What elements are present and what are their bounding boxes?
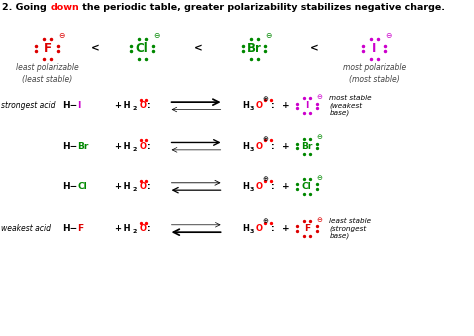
Text: <: < — [310, 44, 319, 54]
Text: (most stable): (most stable) — [349, 75, 400, 84]
Text: weakest acid: weakest acid — [1, 224, 51, 233]
Text: 3: 3 — [249, 187, 254, 192]
Text: :: : — [271, 182, 274, 191]
Text: 3: 3 — [249, 147, 254, 152]
Text: 2. Going: 2. Going — [2, 3, 51, 12]
Text: +: + — [282, 142, 290, 151]
Text: :: : — [147, 101, 151, 110]
Text: 2: 2 — [132, 147, 137, 152]
Text: Br: Br — [77, 142, 89, 151]
Text: ⊕: ⊕ — [263, 136, 268, 142]
Text: ⊖: ⊖ — [385, 31, 392, 40]
Text: H−: H− — [62, 101, 77, 110]
Text: 3: 3 — [249, 107, 254, 111]
Text: :: : — [147, 142, 151, 151]
Text: +: + — [282, 182, 290, 191]
Text: O: O — [256, 182, 263, 191]
Text: least stable
(strongest
base): least stable (strongest base) — [329, 218, 372, 239]
Text: O: O — [256, 224, 263, 233]
Text: ⊕: ⊕ — [263, 96, 268, 102]
Text: :: : — [147, 182, 151, 191]
Text: O: O — [139, 182, 146, 191]
Text: ⊖: ⊖ — [265, 31, 272, 40]
Text: H−: H− — [62, 182, 77, 191]
Text: <: < — [91, 44, 99, 54]
Text: :: : — [271, 142, 274, 151]
Text: I: I — [77, 101, 81, 110]
Text: Cl: Cl — [302, 182, 312, 191]
Text: most polarizable: most polarizable — [343, 63, 406, 72]
Text: ⊖: ⊖ — [316, 134, 322, 140]
Text: Cl: Cl — [136, 42, 148, 55]
Text: H−: H− — [62, 224, 77, 233]
Text: +: + — [282, 224, 290, 233]
Text: most stable
(weakest
base): most stable (weakest base) — [329, 95, 372, 116]
Text: + H: + H — [115, 182, 130, 191]
Text: 2: 2 — [132, 229, 137, 234]
Text: ⊖: ⊖ — [316, 94, 322, 100]
Text: Br: Br — [301, 142, 312, 151]
Text: F: F — [44, 42, 51, 55]
Text: I: I — [372, 42, 376, 55]
Text: least polarizable: least polarizable — [16, 63, 79, 72]
Text: I: I — [305, 101, 309, 110]
Text: 2: 2 — [132, 187, 137, 192]
Text: H: H — [242, 182, 249, 191]
Text: :: : — [271, 224, 274, 233]
Text: O: O — [139, 101, 146, 110]
Text: ⊕: ⊕ — [263, 218, 268, 224]
Text: strongest acid: strongest acid — [1, 101, 55, 110]
Text: the periodic table, greater polarizability stabilizes negative charge.: the periodic table, greater polarizabili… — [79, 3, 445, 12]
Text: ⊖: ⊖ — [58, 31, 64, 40]
Text: + H: + H — [115, 142, 130, 151]
Text: ⊖: ⊖ — [316, 175, 322, 181]
Text: H−: H− — [62, 142, 77, 151]
Text: down: down — [51, 3, 79, 12]
Text: H: H — [242, 142, 249, 151]
Text: + H: + H — [115, 101, 130, 110]
Text: F: F — [77, 224, 83, 233]
Text: :: : — [147, 224, 151, 233]
Text: O: O — [256, 142, 263, 151]
Text: O: O — [139, 224, 146, 233]
Text: Cl: Cl — [77, 182, 87, 191]
Text: <: < — [194, 44, 203, 54]
Text: 3: 3 — [249, 229, 254, 234]
Text: O: O — [139, 142, 146, 151]
Text: :: : — [271, 101, 274, 110]
Text: ⊖: ⊖ — [316, 217, 322, 223]
Text: F: F — [304, 224, 310, 233]
Text: + H: + H — [115, 224, 130, 233]
Text: (least stable): (least stable) — [22, 75, 73, 84]
Text: Br: Br — [247, 42, 262, 55]
Text: ⊕: ⊕ — [263, 176, 268, 182]
Text: H: H — [242, 101, 249, 110]
Text: ⊖: ⊖ — [153, 31, 159, 40]
Text: H: H — [242, 224, 249, 233]
Text: 2: 2 — [132, 107, 137, 111]
Text: O: O — [256, 101, 263, 110]
Text: +: + — [282, 101, 290, 110]
